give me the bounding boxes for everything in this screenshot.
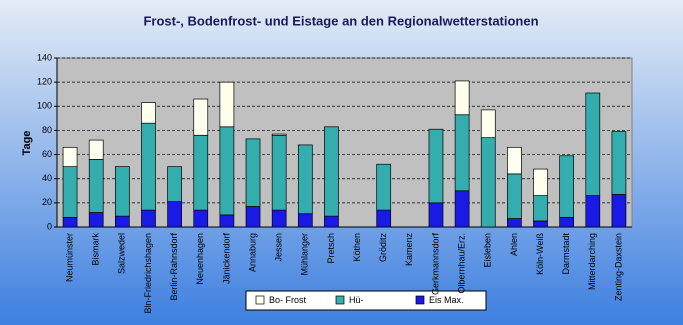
x-tick-label: Köln-Weiß [535,233,545,275]
bar-segment [62,166,78,218]
bar-segment [454,80,470,116]
bar-segment [559,216,575,228]
bar-segment [62,146,78,167]
y-tick-label: 100 [37,101,52,111]
legend-label: Hü- [349,295,364,305]
bar-segment [297,144,313,215]
legend-swatch [335,295,345,305]
bar-segment [62,216,78,228]
x-tick-label: Jänickendorf [221,233,231,285]
x-tick-label: Gröditz [378,233,388,263]
bar-segment [324,126,339,217]
bar-segment [219,126,235,216]
bar-segment [507,146,522,175]
y-tick-label: 140 [37,52,52,62]
bar-segment [193,134,209,211]
y-tick-label: 40 [42,173,52,183]
x-tick-label: Bismark [91,233,101,266]
bar-segment [559,155,575,218]
bar-segment [271,209,287,228]
x-tick-label: Bln-Friedrichshagen [143,233,153,314]
bar-segment [585,92,601,196]
bar-segment [88,139,104,160]
bar-segment [88,159,104,213]
bar-segment [480,109,496,139]
bar-segment [611,131,627,195]
bar-segment [428,202,444,228]
y-tick-label: 60 [42,149,52,159]
bar-segment [167,201,182,228]
x-tick-label: Olbernhau/Erz. [456,233,466,294]
x-tick-label: Gerkmannsdorf [430,233,440,296]
bar-segment [219,214,235,228]
x-tick-label: Jessen [274,233,284,262]
x-tick-label: Mühlanger [300,233,310,276]
x-tick-label: Neumünster [64,233,74,282]
bar-segment [507,218,522,228]
x-tick-label: Darmstadt [561,233,571,275]
x-tick-label: Zenting-Daxstein [613,233,623,301]
y-tick-label: 0 [47,221,52,231]
bar-segment [141,122,156,211]
bar-segment [611,194,627,228]
bar-segment [324,215,339,228]
bar-segment [376,163,392,211]
x-tick-label: Annaburg [247,233,257,272]
x-tick-label: Berlin-Rahnsdorf [169,233,179,301]
bar-segment [114,166,130,217]
bar-segment [533,220,548,228]
x-tick-label: Neuenhagen [195,233,205,285]
x-tick-label: Salzwedel [117,233,127,274]
y-tick-label: 120 [37,77,52,87]
y-tick-label: 80 [42,125,52,135]
bar-segment [193,98,209,136]
bar-segment [141,209,156,228]
legend [245,290,487,311]
bar-segment [114,215,130,228]
bar-segment [245,138,261,207]
bar-segment [271,133,287,136]
bar-segment [533,195,548,222]
legend-label: Eis Max. [429,295,464,305]
bar-segment [193,209,209,228]
chart-title: Frost-, Bodenfrost- und Eistage an den R… [143,13,538,28]
bar-segment [219,81,235,128]
bar-segment [454,190,470,228]
bar-segment [454,114,470,192]
bar-segment [428,128,444,204]
bar-segment [271,134,287,211]
x-tick-label: Kamenz [404,233,414,267]
y-tick-label: 20 [42,197,52,207]
bar-segment [507,173,522,219]
x-tick-label: Ahlen [509,233,519,256]
legend-swatch [255,295,265,305]
legend-label: Bo- Frost [269,295,307,305]
legend-swatch [415,295,425,305]
x-tick-label: Pretsch [326,233,336,264]
bar-segment [88,212,104,228]
bar-segment [167,166,182,202]
x-tick-label: Mitterdarching [587,233,597,290]
bar-segment [141,102,156,124]
bar-segment [585,195,601,228]
bar-segment [376,209,392,228]
y-axis-title: Tage [21,131,33,156]
bar-segment [297,213,313,228]
bar-segment [245,206,261,228]
bar-segment [480,137,496,228]
bar-segment [533,168,548,196]
x-tick-label: Köthen [352,233,362,262]
x-tick-label: Eisleben [483,233,493,268]
